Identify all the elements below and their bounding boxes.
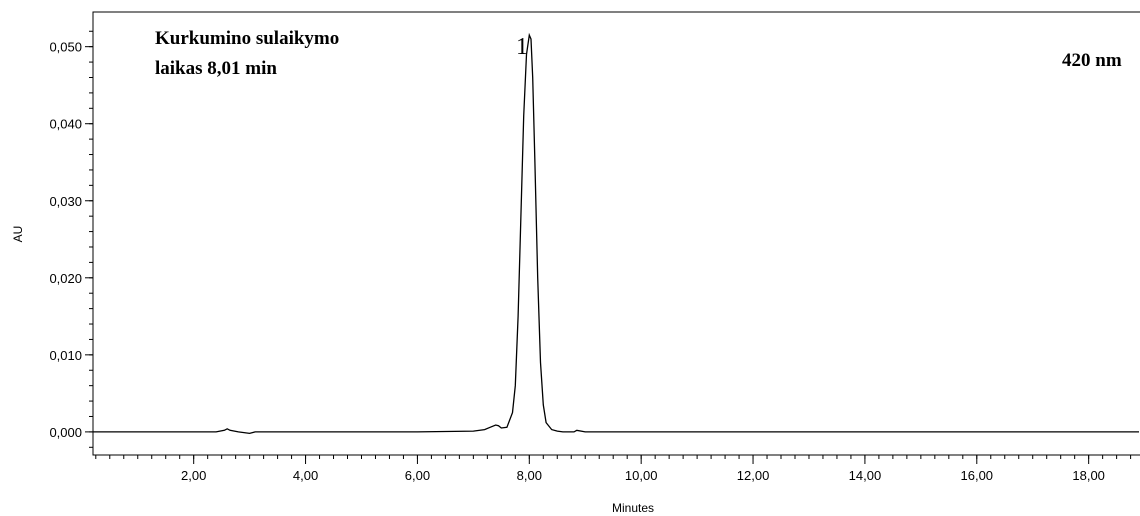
x-axis-minor-ticks — [95, 455, 1132, 459]
y-axis-minor-ticks — [89, 30, 93, 448]
x-tick-label: 4,00 — [293, 468, 318, 483]
wavelength-annotation: 420 nm — [1062, 50, 1122, 71]
retention-annotation-line2: laikas 8,01 min — [155, 58, 277, 79]
x-tick-label: 18,00 — [1072, 468, 1105, 483]
y-tick-label: 0,040 — [49, 117, 82, 132]
x-tick-label: 16,00 — [961, 468, 994, 483]
y-tick-label: 0,010 — [49, 348, 82, 363]
y-axis-title: AU — [11, 226, 25, 243]
x-tick-label: 8,00 — [517, 468, 542, 483]
y-tick-label: 0,030 — [49, 194, 82, 209]
y-tick-label: 0,020 — [49, 271, 82, 286]
peak-label: 1 — [516, 34, 528, 60]
x-tick-label: 2,00 — [181, 468, 206, 483]
x-tick-label: 10,00 — [625, 468, 658, 483]
retention-annotation-line1: Kurkumino sulaikymo — [155, 28, 339, 49]
x-tick-label: 6,00 — [405, 468, 430, 483]
plot-frame — [92, 11, 1140, 456]
y-axis-ticks: 0,000 0,010 0,020 0,030 0,040 0,050 — [49, 40, 93, 440]
chromatogram-trace — [93, 32, 1139, 435]
x-tick-label: 12,00 — [737, 468, 770, 483]
y-tick-label: 0,000 — [49, 425, 82, 440]
y-tick-label: 0,050 — [49, 40, 82, 55]
x-tick-label: 14,00 — [849, 468, 882, 483]
x-axis-ticks: 2,00 4,00 6,00 8,00 10,00 12,00 14,00 16,00 18,0… — [181, 455, 1105, 483]
x-axis-title: Minutes — [612, 501, 654, 515]
